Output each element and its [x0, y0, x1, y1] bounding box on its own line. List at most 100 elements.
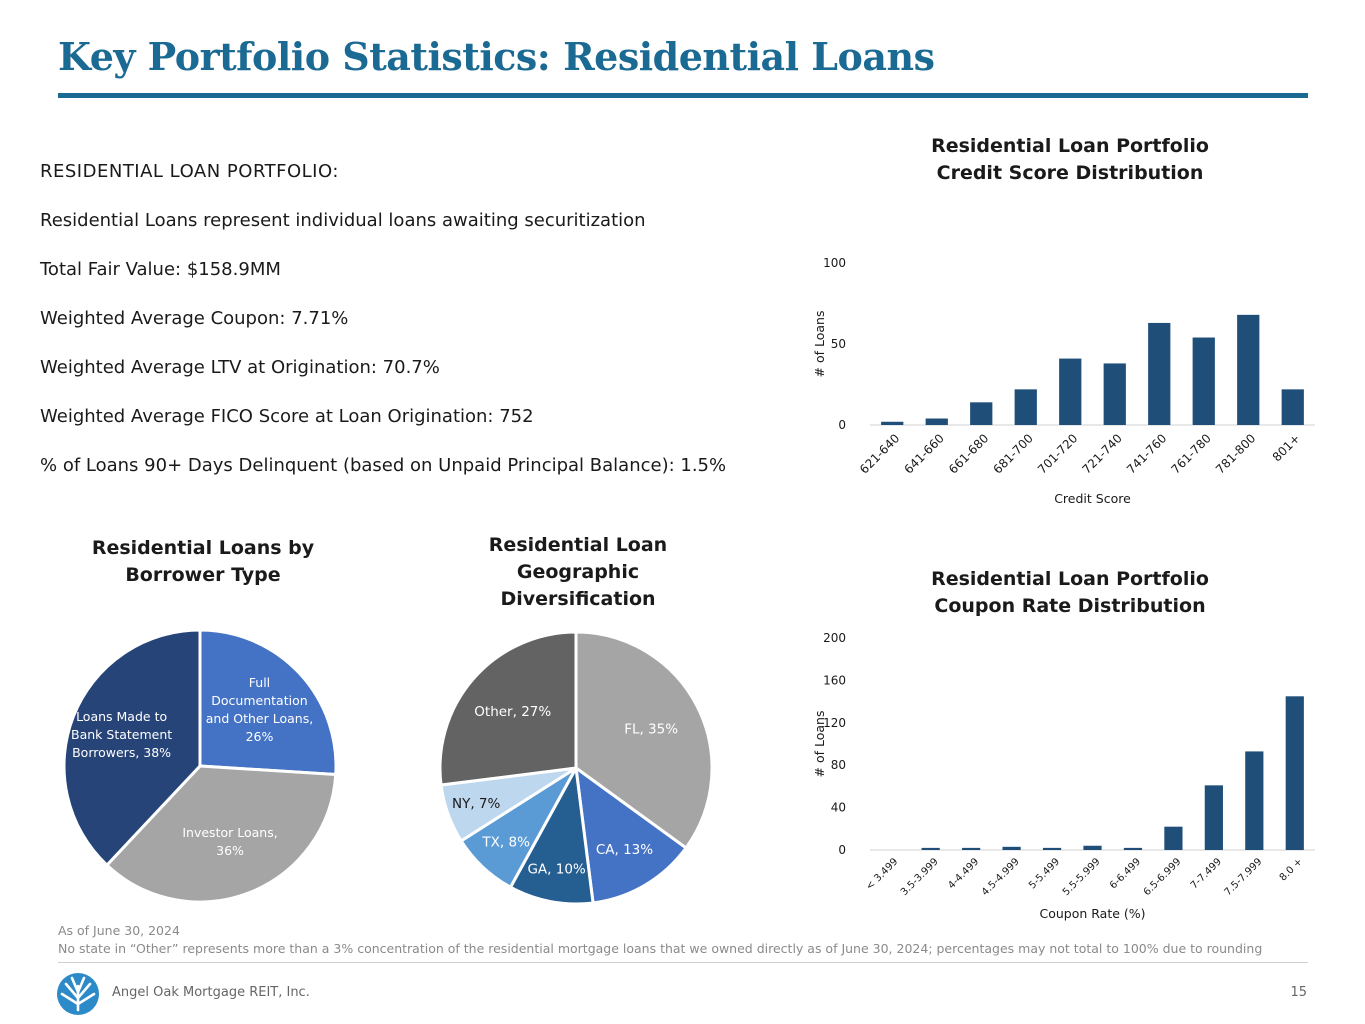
x-tick-label: 761-780 [1169, 431, 1214, 476]
slice-label: Investor Loans, [182, 825, 277, 840]
bar [970, 402, 993, 425]
bar [1148, 322, 1171, 425]
y-axis-title: # of Loans [812, 711, 827, 778]
x-tick-label: 621-640 [857, 431, 902, 476]
bar [1103, 363, 1126, 425]
x-tick-label: 7-7.499 [1189, 856, 1224, 891]
bar [1002, 846, 1021, 850]
bar [1042, 847, 1062, 850]
x-tick-label: 721-740 [1080, 431, 1125, 476]
y-tick-label: 0 [838, 843, 846, 857]
x-tick-label: 681-700 [991, 431, 1036, 476]
stats-heading: RESIDENTIAL LOAN PORTFOLIO: [40, 161, 339, 182]
geo-chart-title-line: Diversification [500, 588, 656, 610]
slice-label: NY, 7% [452, 796, 501, 812]
y-tick-label: 0 [838, 418, 846, 432]
x-tick-label: 3.5-3.999 [899, 856, 941, 898]
x-tick-label: 6-6.499 [1108, 856, 1143, 891]
bar [1245, 751, 1264, 850]
bar [1192, 337, 1215, 425]
borrower-chart-title: Residential Loans by Borrower Type [53, 535, 353, 589]
credit-chart-title-line: Residential Loan Portfolio [931, 135, 1209, 157]
x-tick-label: 801+ [1270, 431, 1303, 464]
x-tick-label: 7.5-7.999 [1223, 856, 1265, 898]
slice-label: Borrowers, 38% [72, 745, 171, 760]
y-tick-label: 50 [831, 337, 846, 351]
y-tick-label: 80 [831, 758, 846, 772]
bar [1237, 314, 1260, 425]
stat-line: % of Loans 90+ Days Delinquent (based on… [40, 455, 727, 476]
bar [881, 421, 904, 425]
slice-label: GA, 10% [527, 862, 585, 878]
pie-slice [508, 763, 595, 906]
y-tick-label: 160 [823, 673, 846, 687]
stat-line: Residential Loans represent individual l… [40, 210, 646, 231]
slice-label: FL, 35% [624, 722, 678, 738]
title-rule [58, 93, 1308, 98]
stat-line: Weighted Average Coupon: 7.71% [40, 308, 349, 329]
slice-label: Loans Made to [76, 709, 167, 724]
coupon-chart-title: Residential Loan Portfolio Coupon Rate D… [880, 566, 1260, 620]
y-axis-title: # of Loans [812, 311, 827, 378]
bar [1014, 389, 1037, 425]
x-tick-label: 6.5-6.999 [1142, 856, 1184, 898]
borrower-type-pie-chart: Full Documentation and Other Loans, 26% Inve… [62, 628, 338, 904]
bar [962, 847, 981, 850]
slice-label: and Other Loans, [206, 711, 313, 726]
bar [1281, 389, 1304, 425]
geographic-pie-chart: FL, 35% CA, 13% GA, 10% TX, 8% NY, 7% Other, … [438, 630, 714, 906]
bar [1083, 845, 1102, 850]
geo-chart-title-line: Geographic [516, 561, 640, 583]
y-tick-label: 100 [823, 256, 846, 270]
slice-label: 36% [216, 843, 244, 858]
pie-slice [574, 764, 689, 905]
footer-rule [58, 962, 1308, 963]
bar [1285, 696, 1304, 850]
x-tick-label: 4.5-4.999 [980, 856, 1022, 898]
stat-line: Weighted Average LTV at Origination: 70.… [40, 357, 440, 378]
bar [1204, 785, 1223, 850]
y-tick-label: 40 [831, 801, 846, 815]
bar [1164, 826, 1183, 850]
y-tick-label: 200 [823, 631, 846, 645]
x-tick-label: 781-800 [1213, 431, 1258, 476]
x-tick-label: 641-660 [902, 431, 947, 476]
company-logo [57, 973, 99, 1015]
x-tick-label: 701-720 [1035, 431, 1080, 476]
bar [1059, 358, 1082, 425]
stat-line: Weighted Average FICO Score at Loan Orig… [40, 406, 534, 427]
slice-label: Full [249, 675, 270, 690]
pie-slice [438, 630, 578, 787]
pie-slice [62, 628, 202, 868]
bar [921, 847, 940, 850]
slice-label: TX, 8% [481, 834, 530, 850]
page-title: Key Portfolio Statistics: Residential Lo… [58, 34, 935, 79]
x-axis-title: Coupon Rate (%) [1039, 906, 1145, 921]
bar [1123, 847, 1143, 850]
slice-label: CA, 13% [596, 842, 653, 858]
borrower-chart-title-line: Borrower Type [125, 564, 281, 586]
x-axis-title: Credit Score [1054, 491, 1131, 506]
slice-label: Documentation [211, 693, 307, 708]
stat-line: Total Fair Value: $158.9MM [40, 259, 281, 280]
x-tick-label: 4-4.499 [946, 856, 981, 891]
footnote: No state in “Other” represents more than… [58, 941, 1263, 956]
stats-panel: RESIDENTIAL LOAN PORTFOLIO: Residential … [40, 160, 726, 503]
slice-label: Other, 27% [474, 704, 551, 720]
x-tick-label: 5.5-5.999 [1061, 856, 1103, 898]
company-name: Angel Oak Mortgage REIT, Inc. [112, 985, 310, 1000]
x-tick-label: 661-680 [946, 431, 991, 476]
coupon-chart-title-line: Residential Loan Portfolio [931, 568, 1209, 590]
x-tick-label: < 3.499 [864, 856, 900, 892]
slice-label: Bank Statement [71, 727, 172, 742]
geo-chart-title-line: Residential Loan [488, 534, 668, 556]
borrower-chart-title-line: Residential Loans by [91, 537, 315, 559]
bar [925, 418, 948, 425]
pie-slice [574, 630, 714, 851]
coupon-chart-title-line: Coupon Rate Distribution [934, 595, 1206, 617]
slice-label: 26% [246, 729, 274, 744]
y-tick-label: 120 [823, 716, 846, 730]
geo-chart-title: Residential Loan Geographic Diversificat… [428, 532, 728, 613]
pie-slice [198, 628, 338, 777]
as-of-note: As of June 30, 2024 [58, 923, 180, 938]
